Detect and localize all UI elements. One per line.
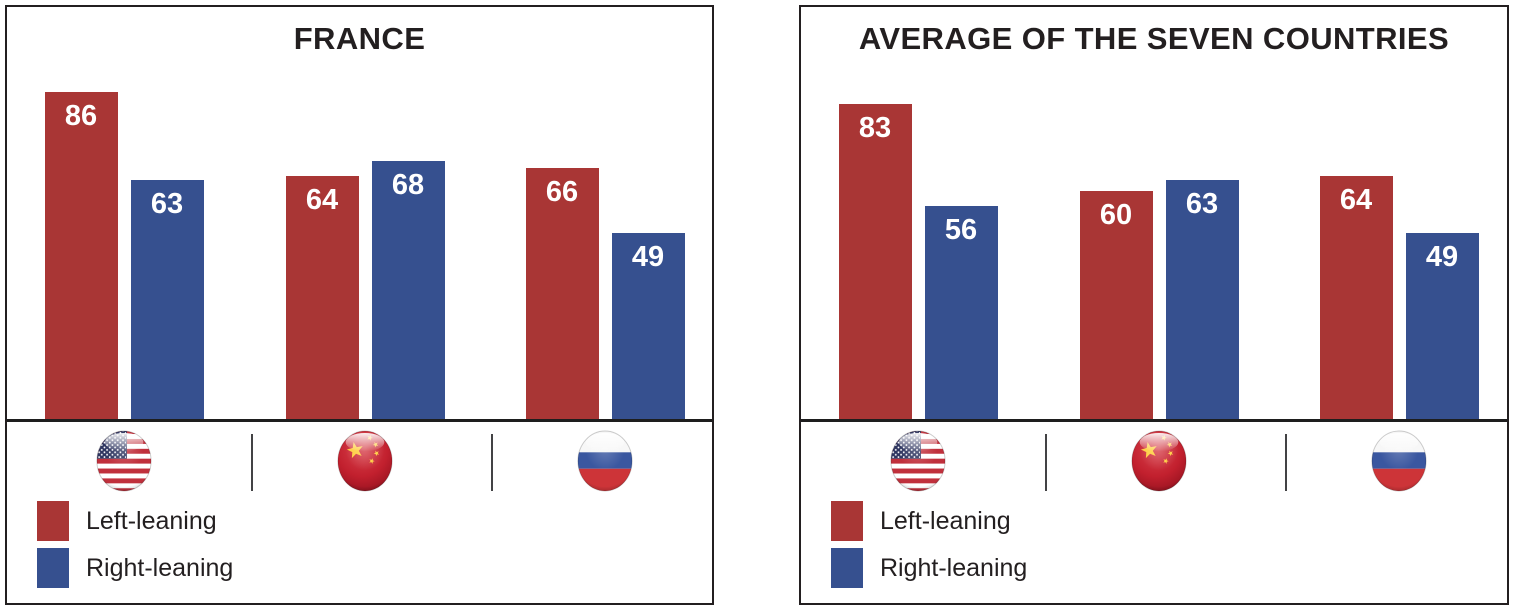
plot-area: 86 63 64 68 66 49 [7,7,712,422]
legend: Left-leaning Right-leaning [37,501,233,588]
russia-flag-icon [576,429,634,493]
bar-value-label: 56 [944,214,978,246]
bar-value-label: 63 [150,188,184,220]
right-leaning-swatch [831,548,863,588]
bar-left-leaning-china: 64 [285,176,359,419]
left-leaning-swatch [37,501,69,541]
flag-row [801,422,1507,497]
bar-value-label: 86 [64,100,98,132]
bar-value-label: 68 [391,169,425,201]
flag-divider [251,434,253,491]
bar-left-leaning-russia: 64 [1319,176,1393,419]
bar-right-leaning-united-states: 56 [924,206,998,419]
bar-left-leaning-united-states: 83 [838,104,912,419]
legend-label: Left-leaning [880,507,1011,535]
bar-value-label: 66 [545,176,579,208]
chart-title: FRANCE [293,21,426,56]
bar-left-leaning-russia: 66 [525,168,599,419]
bar-right-leaning-russia: 49 [611,233,685,419]
russia-flag-icon [1370,429,1428,493]
bar-value-label: 83 [858,112,892,144]
flag-divider [1045,434,1047,491]
legend-item-left-leaning: Left-leaning [831,501,1027,541]
right-leaning-swatch [37,548,69,588]
chart-panel-france: FRANCE 86 63 64 68 66 49 [5,5,714,605]
bar-value-label: 63 [1185,188,1219,220]
plot-area: 83 56 60 63 64 49 [801,7,1507,422]
legend: Left-leaning Right-leaning [831,501,1027,588]
bar-right-leaning-russia: 49 [1405,233,1479,419]
bar-left-leaning-united-states: 86 [44,92,118,419]
bar-value-label: 64 [1339,184,1373,216]
bar-right-leaning-china: 63 [1165,180,1239,419]
bar-value-label: 60 [1099,199,1133,231]
flag-divider [1285,434,1287,491]
bar-value-label: 64 [305,184,339,216]
bar-value-label: 49 [631,241,665,273]
flag-divider [491,434,493,491]
usa-flag-icon [95,429,153,493]
chart-panel-average: AVERAGE OF THE SEVEN COUNTRIES 83 56 60 63 6… [799,5,1509,605]
bar-left-leaning-china: 60 [1079,191,1153,419]
legend-label: Right-leaning [86,554,234,582]
left-leaning-swatch [831,501,863,541]
china-flag-icon [1130,429,1188,493]
legend-label: Right-leaning [880,554,1028,582]
legend-item-right-leaning: Right-leaning [831,548,1027,588]
bar-right-leaning-china: 68 [371,161,445,419]
china-flag-icon [336,429,394,493]
legend-label: Left-leaning [86,507,217,535]
legend-item-left-leaning: Left-leaning [37,501,233,541]
legend-item-right-leaning: Right-leaning [37,548,233,588]
bar-right-leaning-united-states: 63 [130,180,204,419]
flag-row [7,422,712,497]
bar-value-label: 49 [1425,241,1459,273]
chart-title: AVERAGE OF THE SEVEN COUNTRIES [858,21,1450,56]
usa-flag-icon [889,429,947,493]
